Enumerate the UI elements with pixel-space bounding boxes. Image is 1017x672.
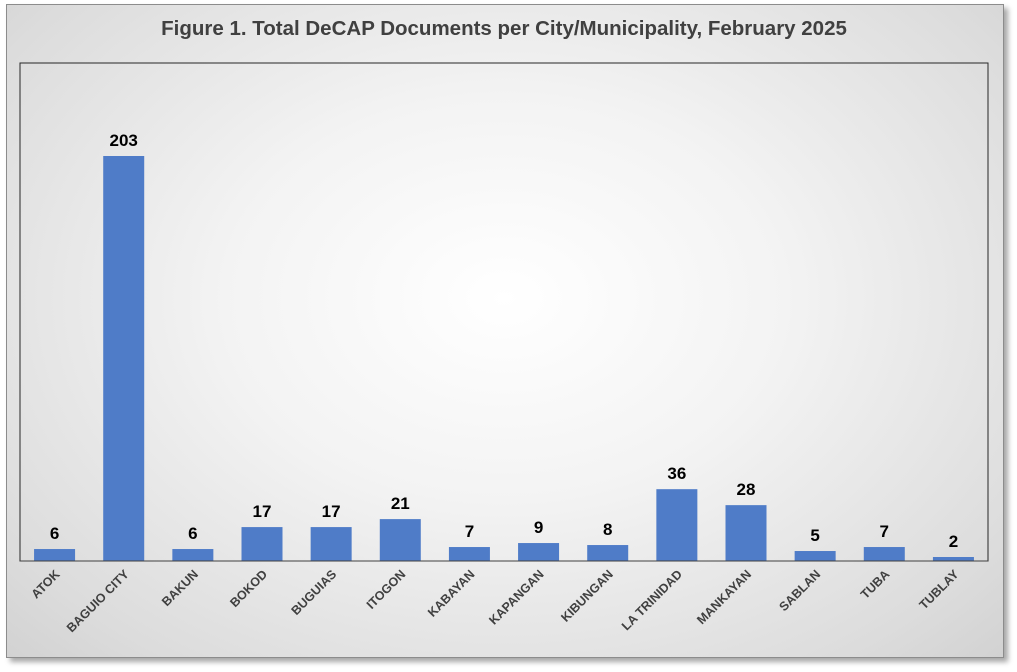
data-label: 6 [188, 524, 197, 543]
x-tick-label: MANKAYAN [694, 567, 754, 627]
bar-sablan [794, 551, 836, 561]
x-tick-label: SABLAN [777, 567, 824, 614]
x-tick-label: KABAYAN [425, 567, 477, 619]
x-tick-label: ATOK [29, 567, 63, 601]
data-label: 5 [810, 526, 819, 545]
data-label: 7 [880, 522, 889, 541]
bar-tuba [863, 547, 905, 561]
bar-kibungan [587, 545, 629, 561]
chart-title: Figure 1. Total DeCAP Documents per City… [161, 17, 847, 40]
x-tick-label: BUGUIAS [289, 567, 340, 618]
x-tick-label: LA TRINIDAD [619, 567, 685, 633]
bar-baguio-city [103, 156, 145, 561]
x-tick-label: TUBLAY [917, 567, 962, 612]
bar-mankayan [725, 505, 767, 561]
x-tick-label: KAPANGAN [486, 567, 546, 627]
x-tick-label: BAGUIO CITY [64, 567, 132, 635]
data-label: 28 [737, 480, 756, 499]
data-label: 36 [667, 464, 686, 483]
data-label: 203 [110, 131, 138, 150]
bar-bakun [172, 549, 214, 561]
x-tick-label: BOKOD [227, 567, 270, 610]
data-label: 17 [253, 502, 272, 521]
bar-buguias [310, 527, 352, 561]
x-tick-label: ITOGON [364, 567, 409, 612]
bar-bokod [241, 527, 283, 561]
x-tick-label: TUBA [858, 567, 892, 601]
x-tick-label: KIBUNGAN [558, 567, 616, 625]
plot-area [19, 62, 989, 562]
data-label: 7 [465, 522, 474, 541]
bar-atok [34, 549, 76, 561]
x-tick-label: BAKUN [159, 567, 201, 609]
bar-itogon [379, 519, 421, 561]
data-label: 9 [534, 518, 543, 537]
bar-tublay [932, 557, 974, 561]
chart-frame [6, 4, 1004, 658]
data-label: 8 [603, 520, 612, 539]
data-label: 17 [322, 502, 341, 521]
bar-la-trinidad [656, 489, 698, 561]
data-label: 2 [949, 532, 958, 551]
bar-kabayan [448, 547, 490, 561]
data-label: 21 [391, 494, 410, 513]
bar-kapangan [518, 543, 560, 561]
data-label: 6 [50, 524, 59, 543]
